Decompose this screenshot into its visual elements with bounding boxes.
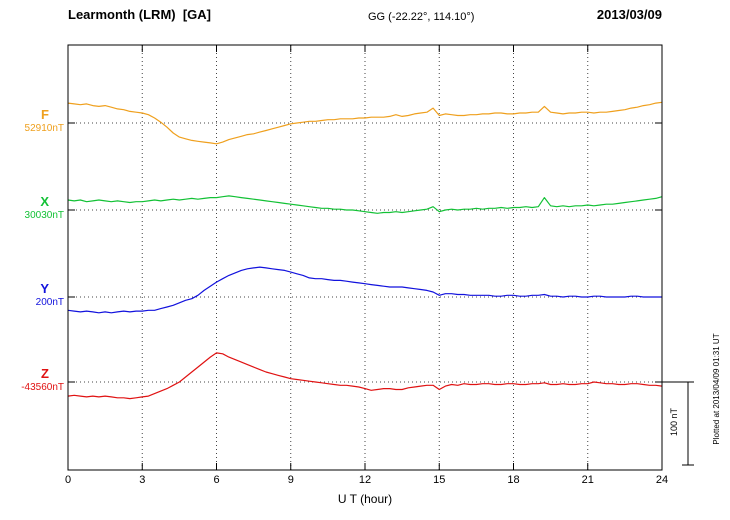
x-tick-label-0: 0 bbox=[64, 474, 72, 486]
series-name-Y: Y bbox=[40, 281, 49, 296]
x-tick-label-6: 6 bbox=[213, 474, 220, 486]
x-tick-label-24: 24 bbox=[655, 474, 669, 486]
series-baseline-Y: 200nT bbox=[35, 296, 64, 308]
series-label-X: X 30030nT bbox=[0, 194, 64, 221]
x-tick-label-18: 18 bbox=[507, 474, 520, 486]
series-baseline-F: 52910nT bbox=[24, 122, 64, 134]
x-tick-label-21: 21 bbox=[581, 474, 594, 486]
series-baseline-Z: -43560nT bbox=[21, 381, 64, 393]
scale-bar-label: 100 nT bbox=[669, 407, 679, 437]
station-title: Learmonth (LRM) [GA] bbox=[68, 7, 211, 22]
series-label-Z: Z -43560nT bbox=[0, 366, 64, 393]
x-tick-label-15: 15 bbox=[433, 474, 446, 486]
x-axis-label: U T (hour) bbox=[337, 492, 393, 506]
series-name-Z: Z bbox=[41, 366, 49, 381]
series-baseline-X: 30030nT bbox=[24, 209, 64, 221]
plotted-at-note: Plotted at 2013/04/09 01:31 UT bbox=[712, 333, 721, 445]
x-tick-label-12: 12 bbox=[358, 474, 372, 486]
series-label-F: F 52910nT bbox=[0, 107, 64, 134]
plot-date: 2013/03/09 bbox=[596, 7, 662, 22]
geographic-coords: GG (-22.22°, 114.10°) bbox=[368, 11, 475, 23]
series-name-X: X bbox=[40, 194, 49, 209]
x-tick-label-9: 9 bbox=[287, 474, 294, 486]
series-name-F: F bbox=[41, 107, 49, 122]
x-tick-label-3: 3 bbox=[139, 474, 146, 486]
series-label-Y: Y 200nT bbox=[0, 281, 64, 308]
